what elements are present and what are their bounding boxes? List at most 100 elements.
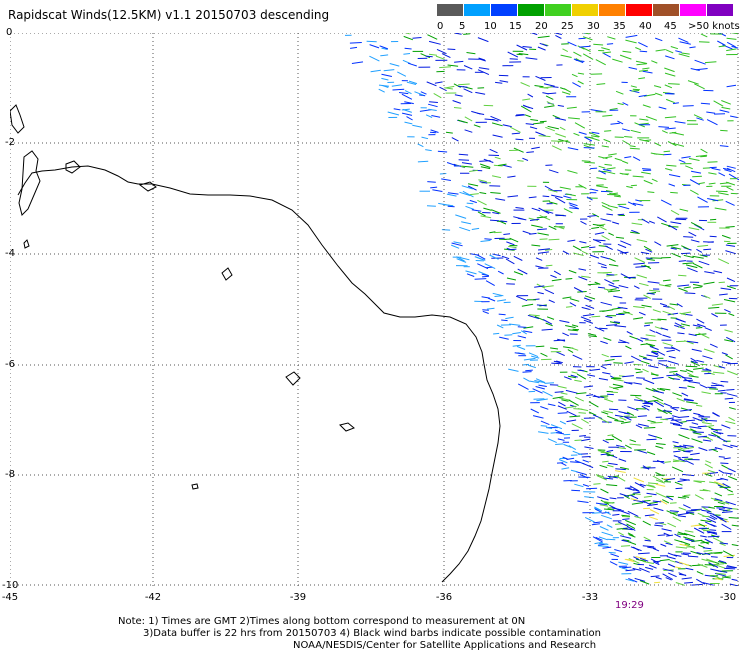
wind-barb <box>607 275 615 276</box>
wind-barb <box>593 484 600 485</box>
wind-barb <box>691 240 700 242</box>
wind-barb <box>453 101 461 104</box>
wind-barb <box>708 470 715 472</box>
wind-barb <box>689 232 697 236</box>
wind-barb <box>619 206 630 209</box>
wind-barb <box>645 567 653 569</box>
wind-barb <box>722 577 731 578</box>
wind-barb <box>448 49 456 50</box>
wind-barb <box>726 49 736 51</box>
wind-barb <box>668 564 675 567</box>
wind-barb <box>538 292 544 293</box>
wind-barb <box>718 193 729 195</box>
wind-barb <box>518 336 526 338</box>
wind-barb <box>722 45 732 49</box>
wind-barb <box>567 420 577 422</box>
wind-barb <box>729 417 735 420</box>
wind-barb <box>597 84 606 85</box>
wind-barb <box>665 73 675 76</box>
wind-barb <box>703 530 710 531</box>
wind-barb <box>642 68 649 69</box>
wind-barb <box>612 436 622 442</box>
wind-barb <box>614 322 620 323</box>
wind-barb <box>501 320 507 321</box>
wind-barb <box>640 51 647 52</box>
wind-barb <box>624 157 631 158</box>
wind-barb <box>525 370 533 371</box>
scale-label: 5 <box>459 21 465 32</box>
wind-barb <box>679 387 687 388</box>
wind-barb <box>639 283 648 285</box>
wind-barb <box>678 480 690 482</box>
wind-barb <box>631 356 641 361</box>
wind-barb <box>430 187 437 188</box>
wind-barb <box>650 502 658 503</box>
wind-barb <box>601 257 610 259</box>
wind-barb <box>678 516 686 517</box>
wind-barb <box>645 540 651 541</box>
wind-barb <box>669 225 677 230</box>
wind-barb <box>581 419 588 423</box>
wind-barb <box>422 137 429 139</box>
wind-barb <box>724 300 735 302</box>
swatch-15 <box>518 4 545 16</box>
swatch-5 <box>464 4 491 16</box>
wind-barb <box>636 425 642 428</box>
wind-barb <box>710 569 722 572</box>
wind-barb <box>522 304 533 306</box>
wind-barb <box>698 415 704 417</box>
wind-barb <box>654 391 664 394</box>
wind-barb <box>696 405 702 406</box>
wind-barb <box>692 432 704 433</box>
swatch-50 <box>707 4 734 16</box>
wind-barb <box>582 307 590 309</box>
wind-barb <box>581 47 591 52</box>
wind-barb <box>653 501 661 502</box>
wind-barb <box>712 383 718 385</box>
wind-barb <box>720 110 730 112</box>
wind-barb <box>558 386 567 388</box>
wind-barb <box>481 216 492 218</box>
wind-barb <box>683 106 694 107</box>
wind-barb <box>550 275 556 277</box>
island <box>192 484 198 489</box>
wind-barb <box>607 450 614 451</box>
wind-barb <box>468 184 478 186</box>
wind-barb <box>645 323 653 324</box>
wind-barb <box>680 428 688 429</box>
wind-barb <box>647 504 658 505</box>
wind-barb <box>482 276 489 277</box>
wind-barb <box>625 40 636 43</box>
wind-barb <box>695 495 704 500</box>
wind-barb <box>608 463 618 464</box>
wind-barb <box>478 38 489 42</box>
wind-barb <box>427 35 437 40</box>
lat-label: -10 <box>2 580 18 591</box>
wind-barb <box>711 557 718 558</box>
wind-barb <box>662 529 672 531</box>
wind-barb <box>644 496 652 497</box>
wind-barb <box>507 176 515 177</box>
wind-barb <box>469 170 478 171</box>
wind-barb <box>581 276 589 277</box>
wind-barb <box>641 172 651 174</box>
wind-barb <box>536 387 545 390</box>
wind-barb <box>643 561 654 563</box>
wind-barb <box>628 541 637 544</box>
wind-barb <box>631 130 641 133</box>
wind-barb <box>720 146 729 147</box>
wind-barb <box>679 261 686 262</box>
wind-barb <box>645 515 655 516</box>
wind-barb <box>495 82 502 83</box>
notes: Note: 1) Times are GMT 2)Times along bot… <box>118 616 588 652</box>
wind-barb <box>701 149 708 153</box>
wind-barb <box>425 150 432 151</box>
wind-barb <box>667 523 676 527</box>
wind-barb <box>618 532 624 535</box>
wind-barb <box>544 106 554 108</box>
wind-barb <box>654 508 664 511</box>
wind-barb <box>517 54 523 55</box>
wind-barb <box>686 366 698 367</box>
wind-barb <box>697 572 703 575</box>
wind-barb <box>573 451 582 455</box>
